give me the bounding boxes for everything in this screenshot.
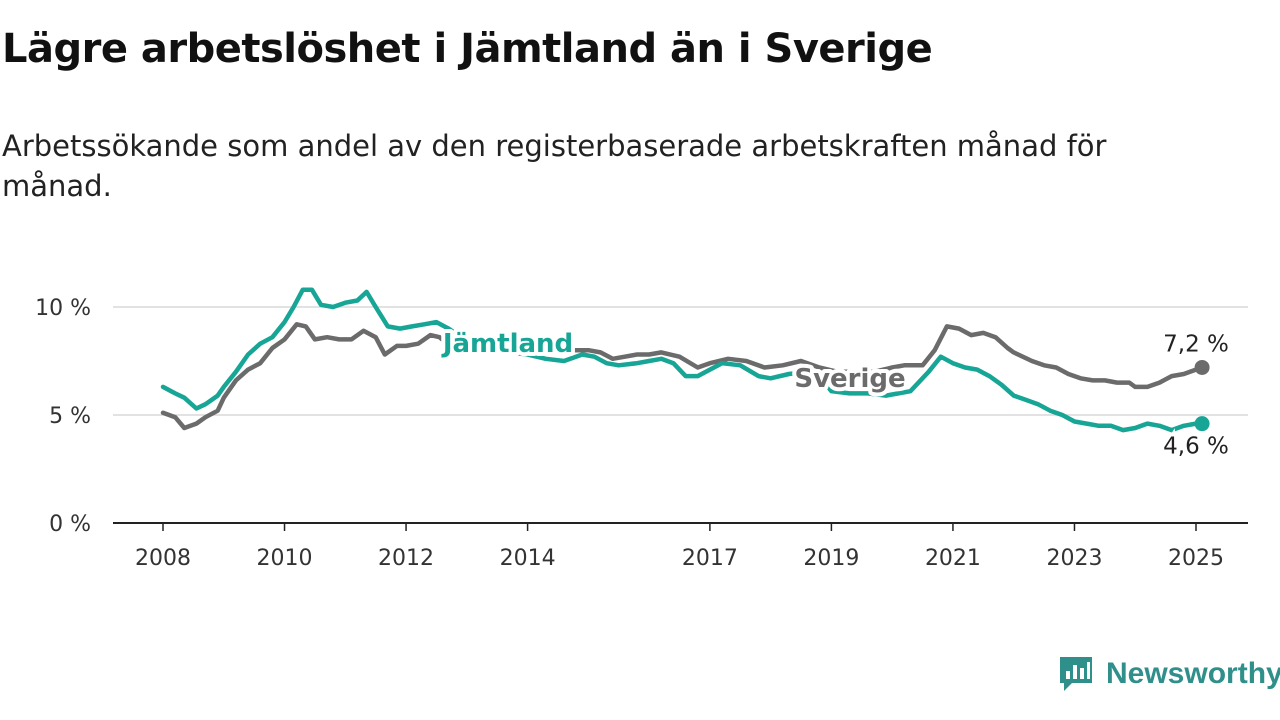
y-tick-label: 5 % (49, 404, 91, 429)
end-point-jamtland (1194, 416, 1210, 432)
series-labels: Jämtland Sverige 7,2 % 4,6 % (437, 325, 1232, 463)
series-lines (160, 287, 1210, 433)
x-tick-label: 2012 (378, 546, 434, 571)
series-line-jamtland (160, 287, 1205, 433)
x-tick-label: 2010 (257, 546, 313, 571)
x-tick-label: 2023 (1046, 546, 1102, 571)
chart-title: Lägre arbetslöshet i Jämtland än i Sveri… (2, 26, 933, 72)
x-tick-label: 2025 (1168, 546, 1224, 571)
y-axis-ticks: 0 % 5 % 10 % (35, 296, 91, 537)
end-value-label-sverige: 7,2 % (1163, 331, 1229, 357)
x-axis-ticks: 2008 2010 2012 2014 2017 2019 2021 2023 2025 (135, 523, 1224, 571)
end-value-label-jamtland: 4,6 % (1163, 434, 1229, 460)
series-line-sverige (160, 322, 1205, 431)
newsworthy-logo-icon (1060, 657, 1092, 691)
x-tick-label: 2008 (135, 546, 191, 571)
y-tick-label: 10 % (35, 296, 91, 321)
x-tick-label: 2021 (925, 546, 981, 571)
newsworthy-logo-text: Newsworthy (1106, 657, 1280, 690)
series-name-label-sverige: Sverige (794, 364, 905, 394)
x-tick-label: 2014 (500, 546, 556, 571)
x-tick-label: 2019 (803, 546, 859, 571)
y-tick-label: 0 % (49, 512, 91, 537)
chart-subtitle: Arbetssökande som andel av den registerb… (2, 129, 1107, 203)
newsworthy-logo: Newsworthy (1058, 654, 1280, 694)
end-point-sverige (1194, 359, 1210, 375)
x-tick-label: 2017 (682, 546, 738, 571)
series-name-label-jamtland: Jämtland (441, 329, 573, 359)
